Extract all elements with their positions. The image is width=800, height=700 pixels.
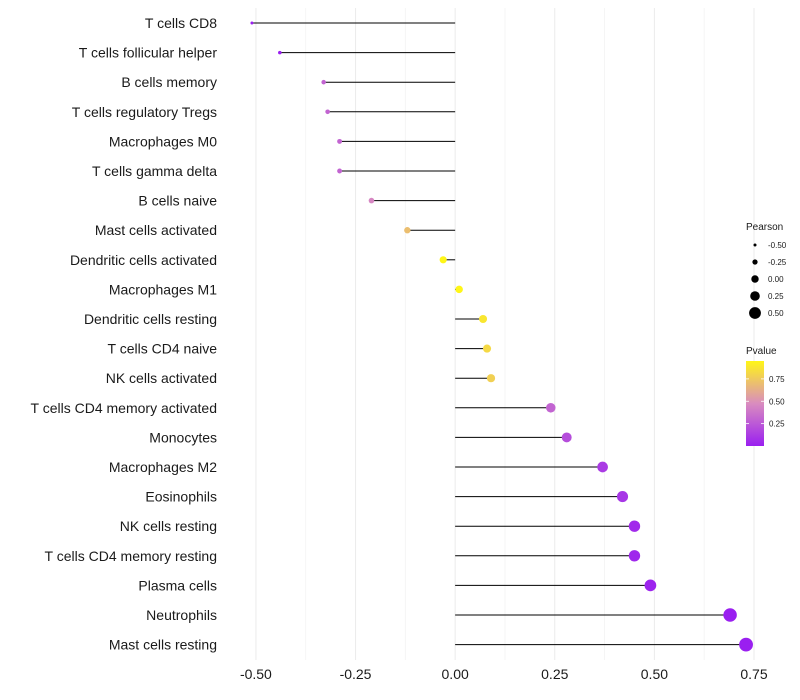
lollipop-point: [321, 79, 326, 85]
legend-colorbar-label: 0.50: [769, 397, 785, 406]
lollipop-point: [628, 550, 641, 562]
category-label: B cells naive: [138, 193, 217, 209]
category-label: T cells CD8: [145, 15, 217, 31]
legend-size-key: [752, 259, 758, 265]
x-tick-label: 0.75: [740, 666, 767, 682]
legend-size-key: [749, 307, 761, 319]
legend-size-label: 0.50: [768, 309, 784, 318]
legend-size-key: [750, 291, 760, 301]
category-labels: T cells CD8 T cells follicular helper B ce…: [31, 15, 218, 653]
legend-size-label: -0.25: [768, 258, 787, 267]
legend-size-label: 0.25: [768, 292, 784, 301]
grid-lines: [255, 8, 755, 660]
category-label: Macrophages M1: [109, 281, 217, 297]
lollipop-point: [278, 50, 282, 55]
x-axis-tick-labels: -0.50 -0.25 0.00 0.25 0.50 0.75: [240, 666, 768, 682]
lollipop-point: [325, 109, 330, 115]
category-label: Macrophages M2: [109, 459, 217, 475]
lollipop-point: [455, 285, 463, 294]
lollipop-point: [597, 461, 608, 473]
category-label: T cells CD4 naive: [108, 341, 218, 357]
category-label: T cells regulatory Tregs: [72, 104, 217, 120]
lollipop-point: [482, 344, 492, 353]
category-label: B cells memory: [121, 74, 217, 90]
lollipop-point: [644, 579, 657, 592]
lollipop-point: [337, 138, 343, 144]
lollipop-point: [628, 520, 641, 532]
legend-pvalue: Pvalue 0.25 0.50 0.75: [746, 346, 785, 446]
category-label: NK cells activated: [106, 370, 217, 386]
x-tick-label: 0.25: [541, 666, 568, 682]
category-label: Dendritic cells resting: [84, 311, 217, 327]
lollipop-point: [486, 374, 496, 383]
lollipop-point: [479, 314, 488, 324]
legend-colorbar-label: 0.25: [769, 420, 785, 429]
lollipop-point: [250, 21, 254, 25]
lollipop-point: [739, 637, 753, 652]
x-tick-label: -0.50: [240, 666, 272, 682]
category-label: Neutrophils: [146, 607, 217, 623]
lollipop-point: [616, 491, 629, 503]
category-label: Dendritic cells activated: [70, 252, 217, 268]
category-label: NK cells resting: [120, 518, 217, 534]
lollipop-stems: [251, 22, 747, 646]
category-label: T cells CD4 memory resting: [45, 548, 217, 564]
legend-pearson: Pearson -0.50 -0.25 0.00 0.25 0.50: [746, 222, 787, 319]
lollipop-point: [723, 608, 737, 622]
legend-colorbar: [746, 361, 764, 446]
lollipop-point: [404, 227, 411, 234]
lollipop-point: [368, 197, 375, 204]
legend-size-label: 0.00: [768, 275, 784, 284]
legend-size-key: [751, 275, 759, 283]
lollipop-point: [561, 432, 572, 443]
lollipop-points: [250, 21, 753, 652]
category-label: T cells follicular helper: [79, 45, 218, 61]
category-label: Mast cells resting: [109, 637, 217, 653]
x-tick-label: 0.00: [442, 666, 469, 682]
category-label: Eosinophils: [145, 489, 217, 505]
category-label: Monocytes: [149, 429, 217, 445]
x-tick-label: -0.25: [340, 666, 372, 682]
x-tick-label: 0.50: [641, 666, 668, 682]
category-label: Plasma cells: [138, 577, 217, 593]
category-label: T cells gamma delta: [92, 163, 217, 179]
category-label: Macrophages M0: [109, 133, 217, 149]
legend-size-key: [753, 243, 757, 247]
legend-size-label: -0.50: [768, 241, 787, 250]
category-label: T cells CD4 memory activated: [31, 400, 217, 416]
legend-pearson-title: Pearson: [746, 222, 783, 233]
lollipop-point: [337, 168, 343, 174]
legend-colorbar-label: 0.75: [769, 375, 785, 384]
legend-pvalue-title: Pvalue: [746, 346, 777, 357]
lollipop-point: [546, 403, 556, 413]
lollipop-point: [439, 256, 447, 264]
category-label: Mast cells activated: [95, 222, 217, 238]
